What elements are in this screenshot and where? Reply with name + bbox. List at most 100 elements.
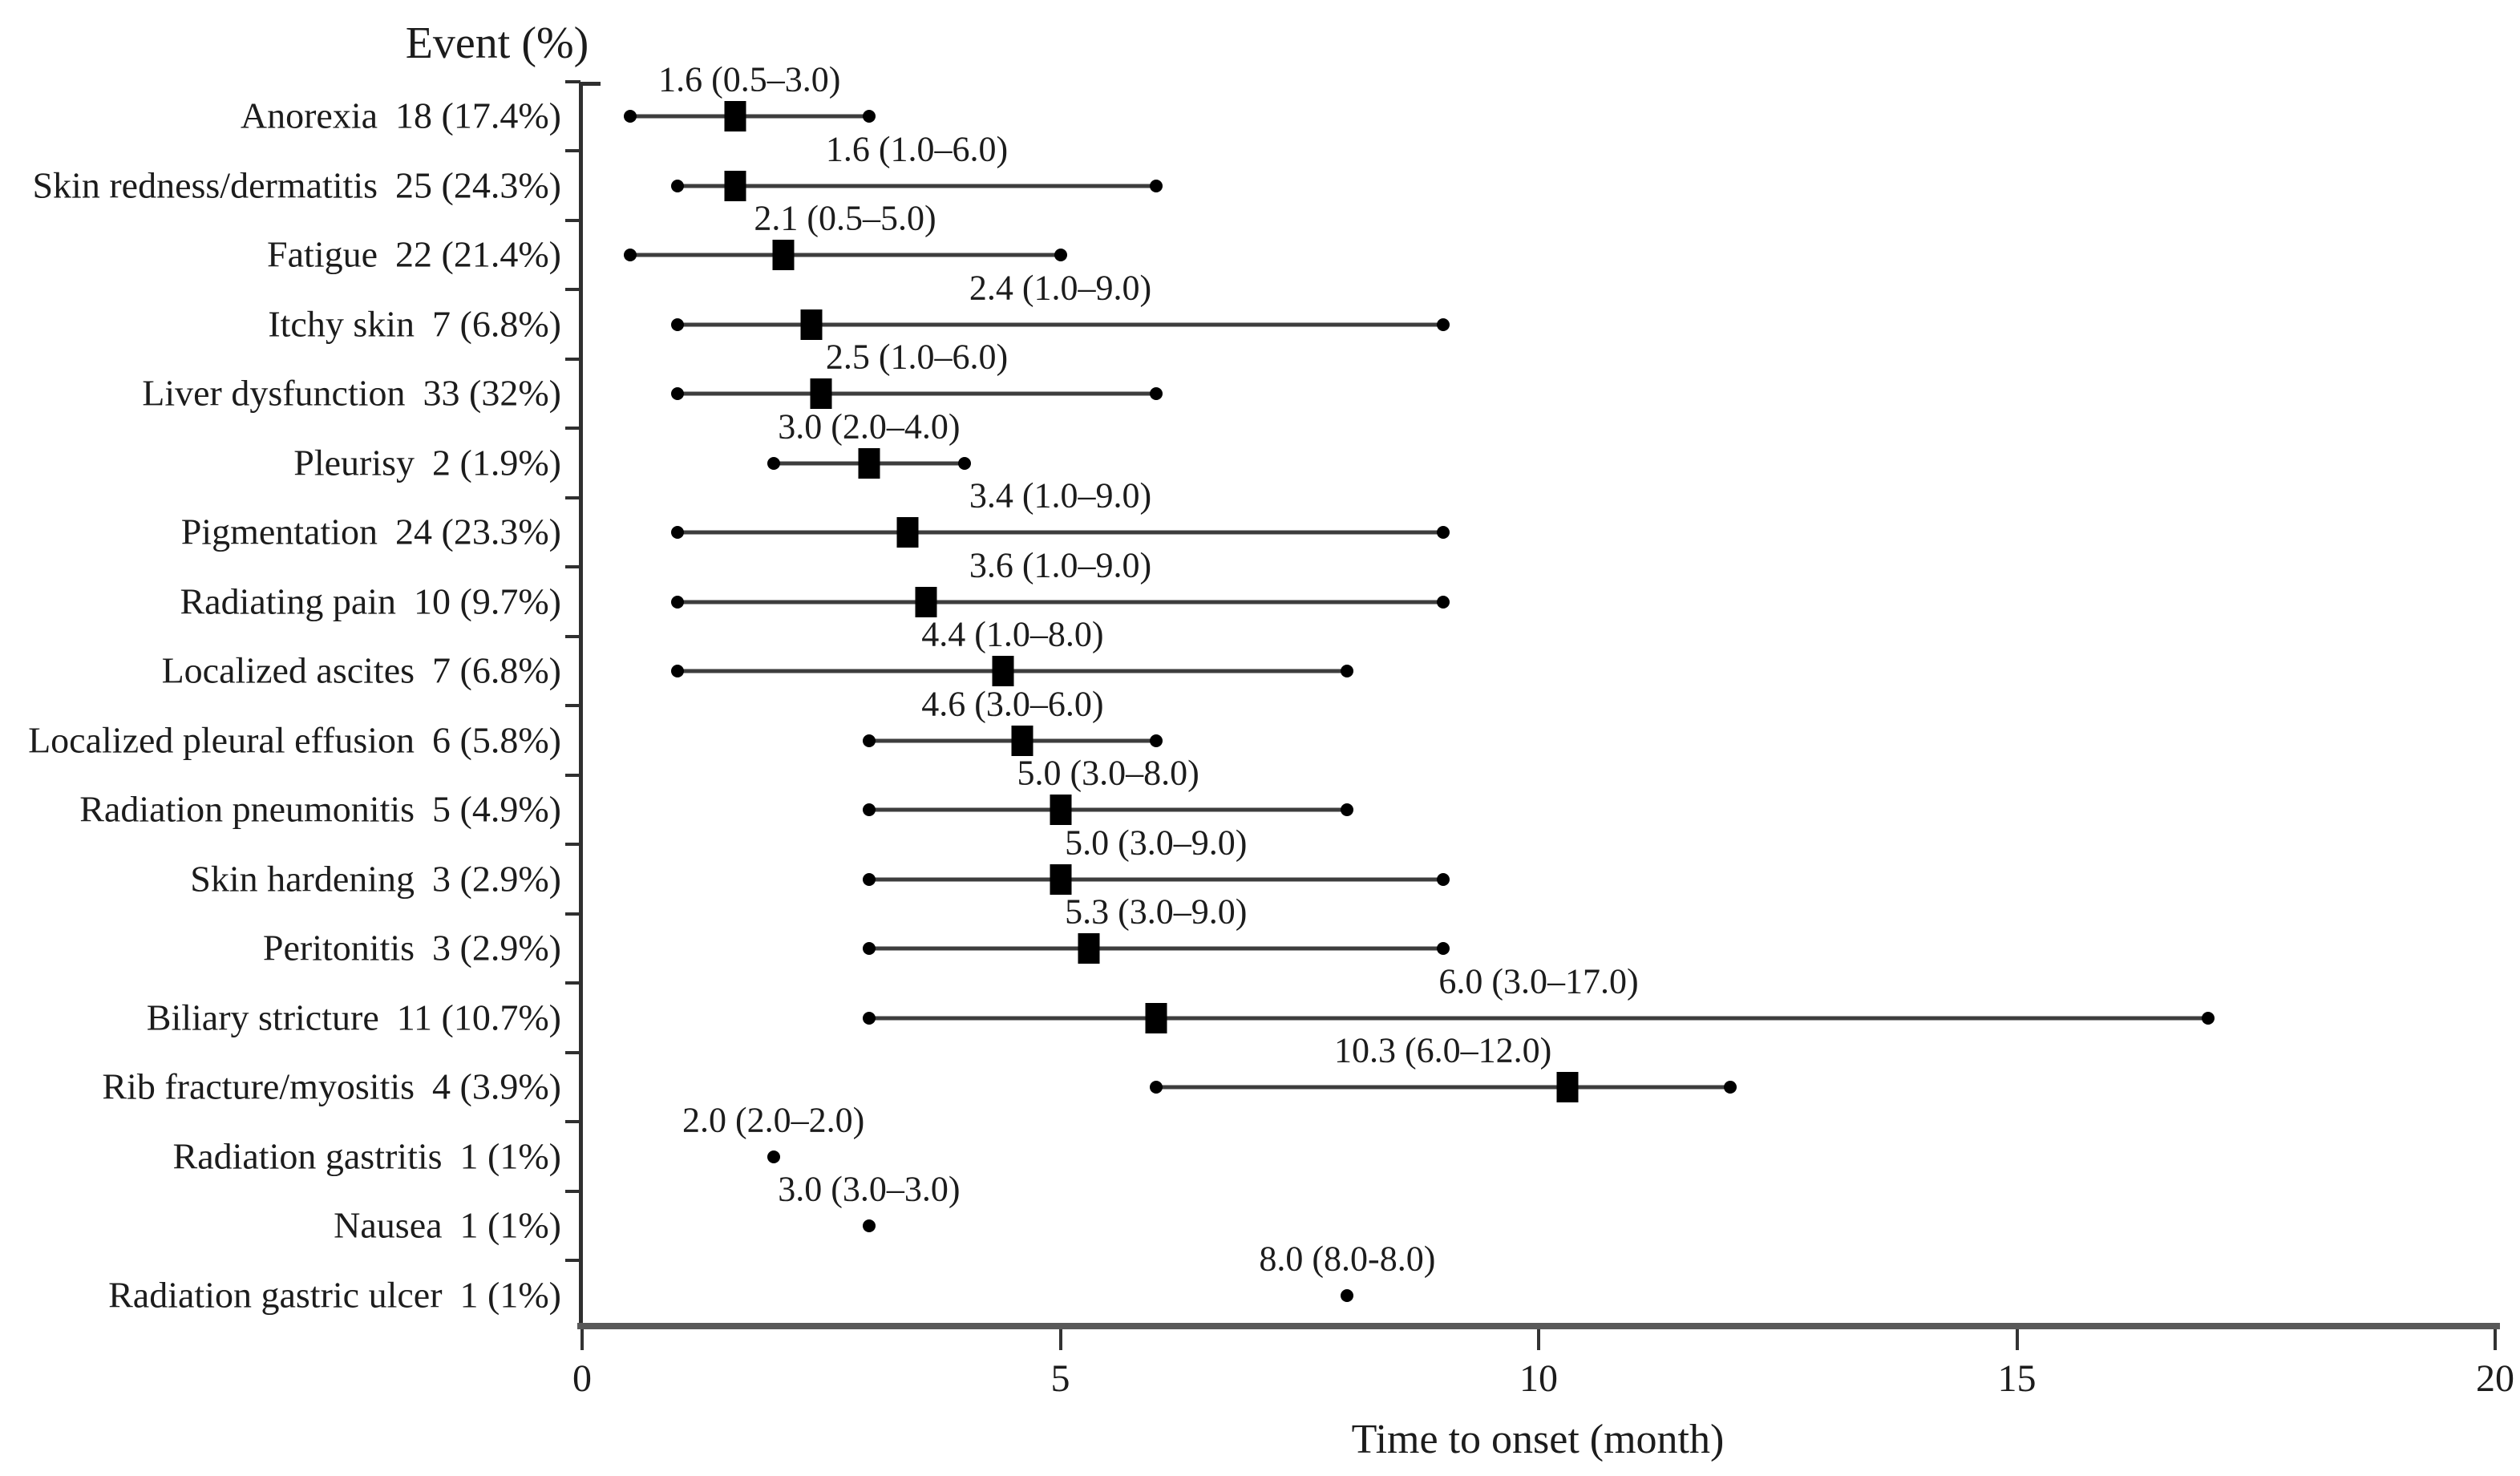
event-name: Radiation pneumonitis [79,788,415,830]
event-name: Radiating pain [180,580,397,621]
event-name: Radiation gastric ulcer [108,1273,443,1315]
range-max-dot [1149,734,1163,747]
y-axis-tick [565,427,580,431]
event-name: Anorexia [240,95,378,136]
event-name: Rib fracture/myositis [102,1066,415,1107]
event-name: Liver dysfunction [142,372,406,414]
x-axis-tick [1537,1329,1540,1350]
event-name: Localized pleural effusion [28,718,415,760]
range-max-dot [1341,665,1354,677]
range-min-dot [671,179,685,192]
y-axis-tick [565,981,580,985]
range-min-dot [671,665,685,677]
event-count: 22 (21.4%) [395,233,561,275]
event-name: Peritonitis [262,927,415,968]
single-point-dot [767,1150,780,1163]
event-label: Pigmentation 24 (23.3%) [181,510,561,552]
event-count: 7 (6.8%) [432,302,561,344]
y-axis-tick [565,495,580,499]
median-marker [724,170,746,201]
median-marker [858,447,880,479]
y-axis-tick [565,218,580,222]
y-axis-tick [565,288,580,292]
event-label: Radiation gastritis 1 (1%) [173,1134,561,1177]
value-label: 4.4 (1.0–8.0) [921,614,1104,654]
event-name: Radiation gastritis [172,1134,443,1176]
x-axis-tick [2015,1329,2019,1350]
y-axis-tick [565,149,580,153]
event-name: Biliary stricture [146,996,379,1037]
range-min-dot [862,803,876,816]
y-axis-tick [565,565,580,569]
value-label: 2.4 (1.0–9.0) [969,268,1152,307]
whisker-line [868,807,1348,812]
value-label: 3.0 (3.0–3.0) [778,1169,961,1209]
event-count: 10 (9.7%) [414,580,561,621]
median-marker [1050,863,1071,895]
x-axis-tick-label: 10 [1519,1357,1558,1400]
x-axis-tick [580,1329,584,1350]
median-marker [992,656,1014,686]
value-label: 1.6 (0.5–3.0) [658,59,841,99]
event-count: 1 (1%) [459,1273,561,1315]
event-count: 11 (10.7%) [396,996,561,1037]
median-marker [724,101,746,131]
y-axis-tick [565,357,580,361]
event-label: Liver dysfunction 33 (32%) [142,371,561,414]
y-axis-top-cap [579,81,601,86]
range-max-dot [1723,1081,1737,1094]
event-label: Radiation pneumonitis 5 (4.9%) [79,787,561,830]
range-min-dot [671,387,685,400]
value-label: 2.0 (2.0–2.0) [682,1100,865,1139]
x-axis-tick-label: 0 [572,1357,592,1400]
range-max-dot [2202,1011,2215,1025]
value-label: 5.3 (3.0–9.0) [1065,892,1248,932]
y-axis-tick [565,79,580,83]
whisker-line [629,253,1061,257]
x-axis-tick [2494,1329,2497,1350]
event-name: Nausea [334,1204,443,1246]
range-min-dot [862,942,876,955]
value-label: 10.3 (6.0–12.0) [1334,1030,1552,1070]
median-marker [915,586,937,617]
event-name: Skin hardening [190,857,415,899]
range-min-dot [623,110,637,123]
value-label: 3.4 (1.0–9.0) [969,475,1152,516]
event-label: Rib fracture/myositis 4 (3.9%) [102,1065,561,1107]
value-label: 2.1 (0.5–5.0) [754,198,936,238]
y-axis-tick [565,1259,580,1263]
whisker-line [629,114,869,119]
range-min-dot [671,317,685,331]
event-label: Pleurisy 2 (1.9%) [293,441,561,483]
y-axis-tick [565,704,580,708]
event-label: Localized ascites 7 (6.8%) [162,649,561,691]
range-max-dot [862,110,876,123]
x-axis-tick-label: 5 [1050,1357,1070,1400]
median-marker [896,517,919,548]
y-axis-tick [565,843,580,847]
range-min-dot [767,456,780,470]
range-min-dot [862,872,876,886]
event-label: Radiating pain 10 (9.7%) [180,580,561,622]
range-max-dot [1436,942,1450,955]
value-label: 3.6 (1.0–9.0) [969,545,1152,584]
event-name: Pigmentation [180,511,378,552]
range-max-dot [1149,387,1163,400]
x-axis-title: Time to onset (month) [1351,1417,1725,1462]
event-name: Localized ascites [161,649,415,691]
y-axis-line [579,81,583,1329]
single-point-dot [1341,1288,1354,1302]
event-label: Nausea 1 (1%) [334,1203,561,1246]
range-max-dot [958,456,972,470]
event-count: 3 (2.9%) [432,857,561,899]
range-max-dot [1149,179,1163,192]
range-max-dot [1054,249,1067,261]
whisker-line [678,322,1443,326]
median-marker [1078,933,1100,964]
median-marker [1050,795,1071,825]
range-min-dot [862,734,876,747]
event-label: Itchy skin 7 (6.8%) [268,302,561,345]
whisker-line [868,946,1443,951]
event-label: Skin redness/dermatitis 25 (24.3%) [32,164,561,206]
range-min-dot [862,1011,876,1025]
